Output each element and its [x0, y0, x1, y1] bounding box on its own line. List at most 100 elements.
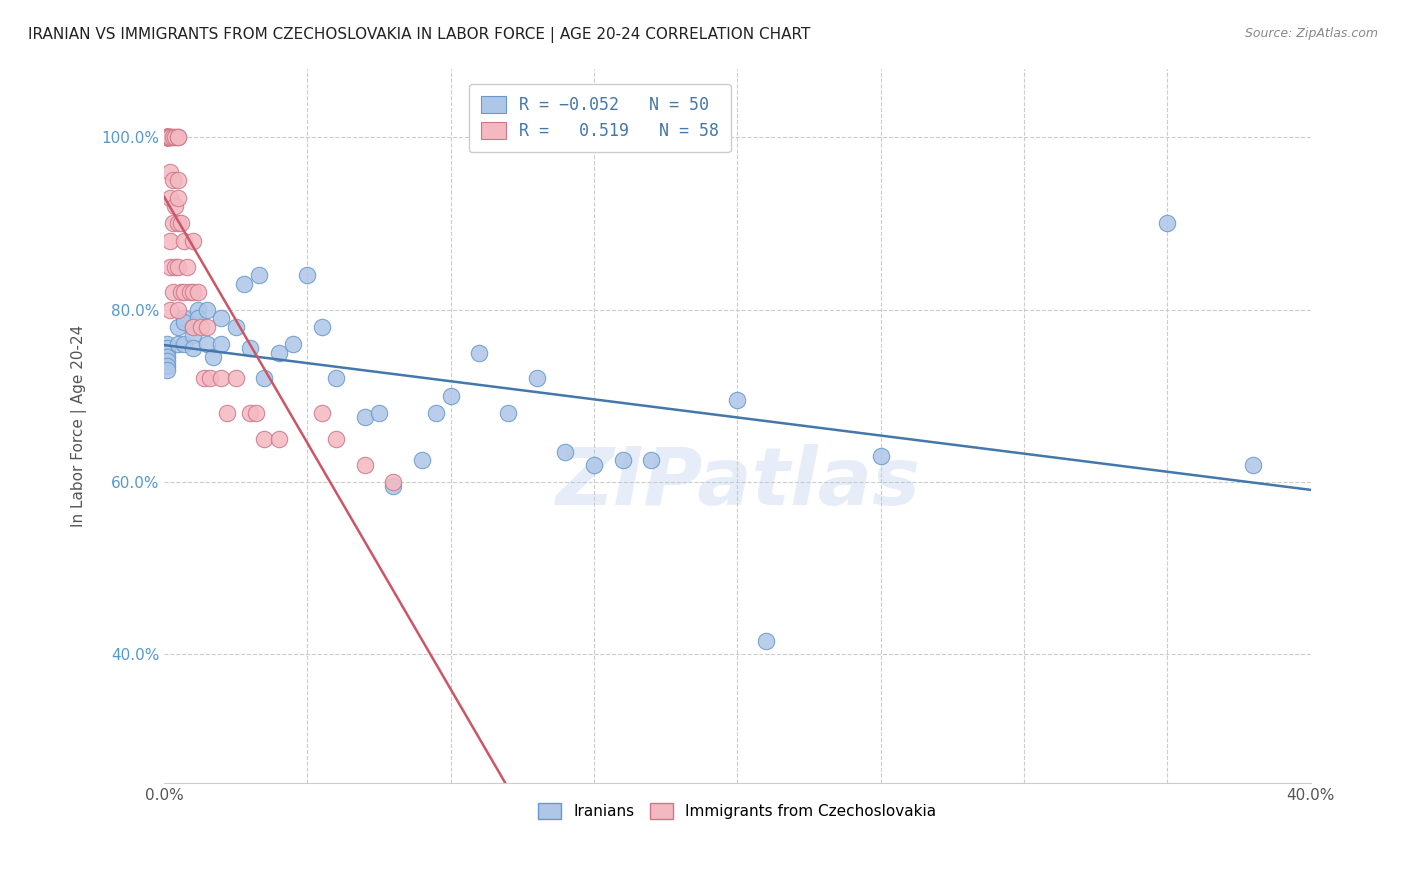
Point — [173, 316, 195, 330]
Point — [181, 319, 204, 334]
Y-axis label: In Labor Force | Age 20-24: In Labor Force | Age 20-24 — [72, 325, 87, 527]
Point — [159, 302, 181, 317]
Point — [167, 191, 190, 205]
Point — [167, 217, 190, 231]
Point — [167, 173, 190, 187]
Point — [156, 359, 179, 373]
Point — [311, 319, 333, 334]
Point — [156, 130, 179, 145]
Point — [156, 130, 179, 145]
Point — [156, 130, 179, 145]
Point — [156, 350, 179, 364]
Point — [170, 217, 193, 231]
Point — [167, 130, 190, 145]
Point — [209, 371, 232, 385]
Point — [159, 130, 181, 145]
Point — [247, 268, 270, 282]
Point — [368, 406, 391, 420]
Point — [267, 345, 290, 359]
Point — [225, 319, 247, 334]
Point — [156, 130, 179, 145]
Point — [156, 130, 179, 145]
Point — [190, 319, 212, 334]
Point — [201, 350, 224, 364]
Point — [165, 130, 187, 145]
Point — [353, 458, 375, 472]
Point — [233, 277, 256, 291]
Point — [156, 130, 179, 145]
Point — [156, 345, 179, 359]
Point — [267, 432, 290, 446]
Point — [1156, 217, 1178, 231]
Point — [382, 475, 405, 489]
Point — [554, 444, 576, 458]
Point — [159, 130, 181, 145]
Point — [173, 337, 195, 351]
Point — [325, 432, 347, 446]
Point — [162, 130, 184, 145]
Point — [176, 260, 198, 274]
Point — [187, 285, 209, 300]
Point — [612, 453, 634, 467]
Point — [187, 311, 209, 326]
Point — [159, 191, 181, 205]
Point — [239, 341, 262, 355]
Point — [173, 285, 195, 300]
Point — [162, 285, 184, 300]
Point — [755, 634, 778, 648]
Point — [159, 234, 181, 248]
Point — [159, 260, 181, 274]
Text: ZIPatlas: ZIPatlas — [555, 444, 920, 522]
Point — [159, 165, 181, 179]
Legend: Iranians, Immigrants from Czechoslovakia: Iranians, Immigrants from Czechoslovakia — [533, 797, 942, 825]
Point — [165, 199, 187, 213]
Point — [156, 130, 179, 145]
Point — [198, 371, 221, 385]
Point — [179, 285, 201, 300]
Point — [253, 371, 276, 385]
Point — [195, 302, 218, 317]
Point — [353, 410, 375, 425]
Point — [167, 130, 190, 145]
Point — [325, 371, 347, 385]
Point — [181, 341, 204, 355]
Point — [167, 302, 190, 317]
Point — [311, 406, 333, 420]
Point — [162, 173, 184, 187]
Point — [181, 328, 204, 343]
Point — [167, 260, 190, 274]
Point — [640, 453, 662, 467]
Point — [725, 392, 748, 407]
Point — [167, 319, 190, 334]
Point — [173, 234, 195, 248]
Point — [209, 337, 232, 351]
Point — [170, 285, 193, 300]
Point — [869, 449, 891, 463]
Point — [245, 406, 267, 420]
Point — [181, 285, 204, 300]
Point — [411, 453, 433, 467]
Point — [1241, 458, 1264, 472]
Point — [425, 406, 447, 420]
Point — [167, 337, 190, 351]
Point — [382, 479, 405, 493]
Point — [156, 337, 179, 351]
Text: IRANIAN VS IMMIGRANTS FROM CZECHOSLOVAKIA IN LABOR FORCE | AGE 20-24 CORRELATION: IRANIAN VS IMMIGRANTS FROM CZECHOSLOVAKI… — [28, 27, 810, 43]
Point — [209, 311, 232, 326]
Point — [156, 130, 179, 145]
Point — [156, 363, 179, 377]
Point — [253, 432, 276, 446]
Point — [225, 371, 247, 385]
Point — [156, 130, 179, 145]
Point — [156, 130, 179, 145]
Point — [159, 130, 181, 145]
Point — [195, 337, 218, 351]
Point — [496, 406, 519, 420]
Point — [297, 268, 319, 282]
Point — [187, 302, 209, 317]
Point — [181, 319, 204, 334]
Point — [526, 371, 548, 385]
Point — [156, 341, 179, 355]
Point — [195, 319, 218, 334]
Point — [582, 458, 605, 472]
